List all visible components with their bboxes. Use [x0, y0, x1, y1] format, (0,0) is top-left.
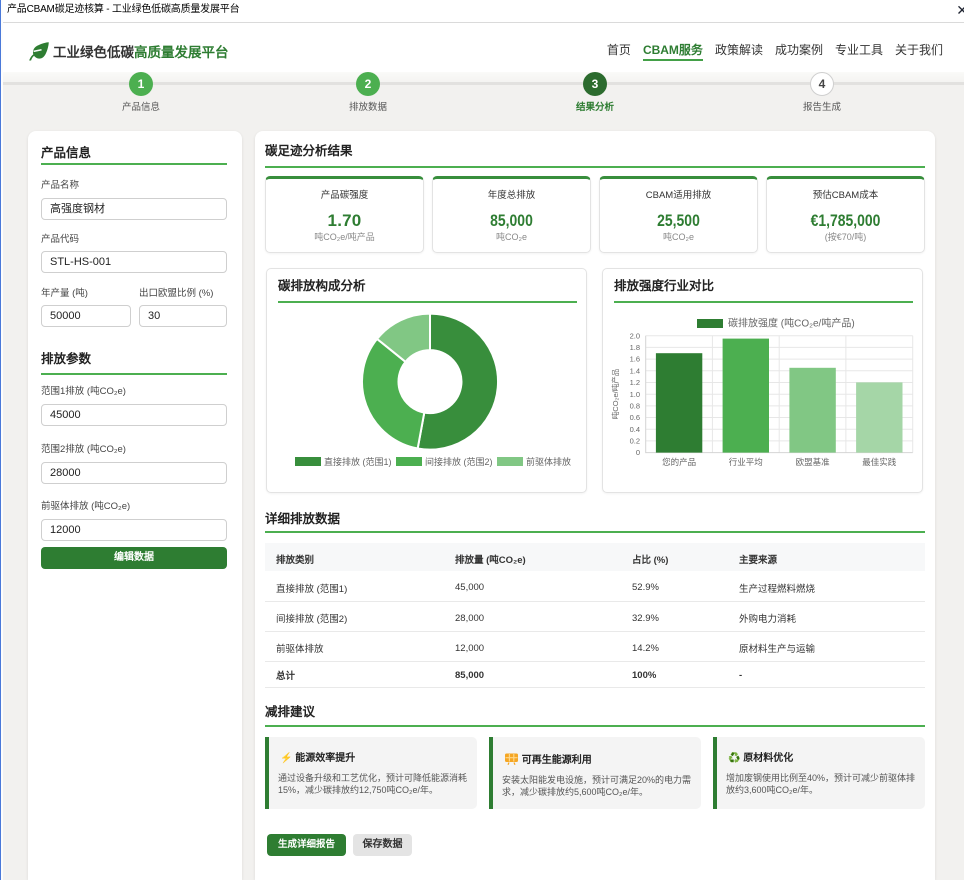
svg-text:1.6: 1.6: [630, 355, 640, 364]
svg-text:吨CO₂e/吨产品: 吨CO₂e/吨产品: [610, 369, 620, 419]
svg-text:您的产品: 您的产品: [662, 457, 696, 467]
svg-text:1.2: 1.2: [630, 378, 640, 387]
svg-text:欧盟基准: 欧盟基准: [796, 457, 831, 467]
svg-text:2.0: 2.0: [630, 331, 640, 340]
svg-text:行业平均: 行业平均: [729, 457, 763, 467]
svg-text:1.0: 1.0: [630, 390, 640, 399]
svg-text:0: 0: [636, 448, 640, 457]
svg-text:0.6: 0.6: [630, 413, 640, 422]
svg-text:0.2: 0.2: [630, 437, 640, 446]
svg-text:最佳实践: 最佳实践: [862, 457, 897, 467]
svg-text:0.4: 0.4: [630, 425, 640, 434]
svg-text:0.8: 0.8: [630, 401, 640, 410]
svg-text:1.4: 1.4: [630, 366, 640, 375]
svg-text:1.8: 1.8: [630, 343, 640, 352]
